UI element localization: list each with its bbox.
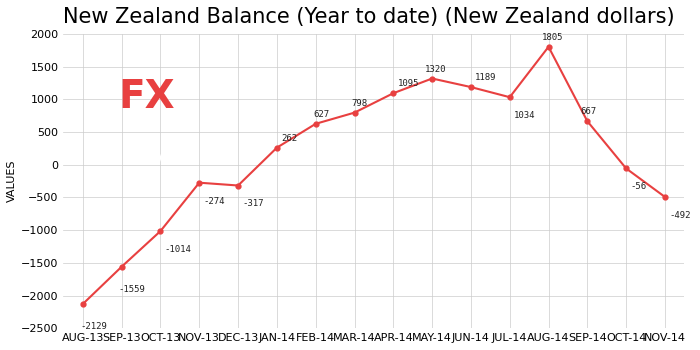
Text: 1095: 1095 [398, 79, 419, 88]
Text: -1559: -1559 [119, 285, 146, 294]
Text: FX: FX [119, 78, 175, 116]
Text: New Zealand Balance (Year to date) (New Zealand dollars): New Zealand Balance (Year to date) (New … [64, 7, 675, 27]
Text: -1014: -1014 [164, 245, 192, 254]
Text: 1189: 1189 [475, 73, 496, 82]
Text: -492: -492 [669, 211, 691, 220]
Text: 627: 627 [313, 110, 329, 119]
Y-axis label: VALUES: VALUES [7, 160, 17, 202]
Text: 1805: 1805 [542, 33, 563, 42]
Text: TEAM: TEAM [123, 153, 171, 168]
Text: 262: 262 [281, 134, 298, 143]
Text: 798: 798 [351, 99, 368, 108]
Text: -317: -317 [242, 199, 264, 208]
Text: -56: -56 [630, 182, 646, 191]
Text: -2129: -2129 [80, 322, 107, 331]
Text: 667: 667 [580, 107, 596, 116]
Text: 1034: 1034 [514, 111, 536, 120]
Text: -274: -274 [204, 197, 225, 205]
Text: 1320: 1320 [425, 64, 447, 74]
